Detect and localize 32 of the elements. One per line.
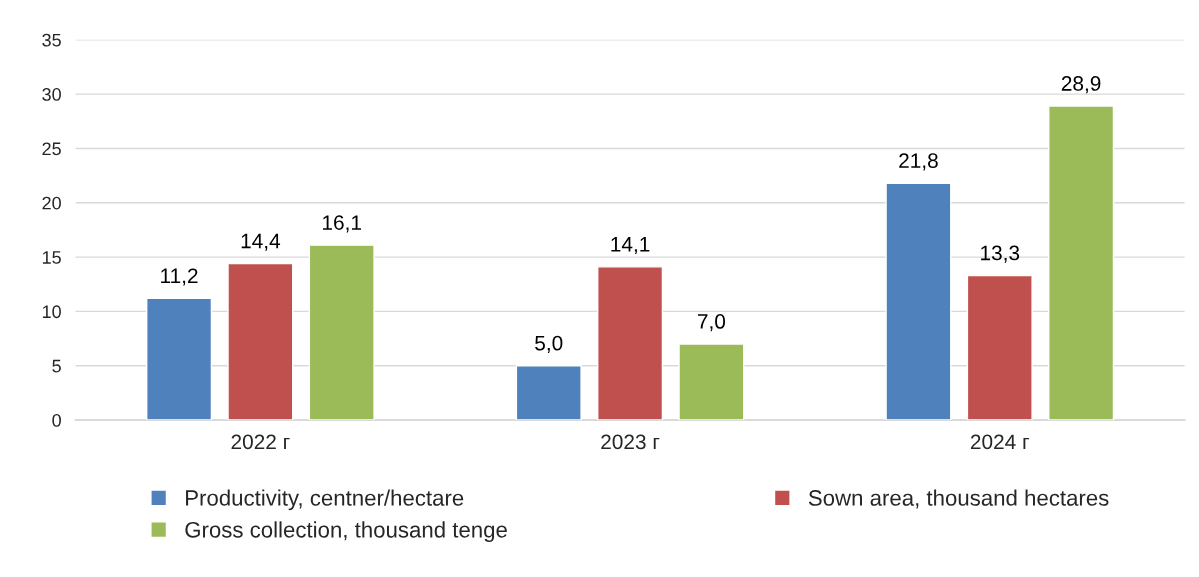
bar <box>1048 105 1115 421</box>
bar <box>515 365 582 421</box>
y-tick-label: 0 <box>52 413 61 427</box>
bar <box>146 297 213 421</box>
bar <box>597 266 664 421</box>
legend-label: Sown area, thousand hectares <box>808 489 1109 509</box>
data-label: 16,1 <box>323 215 361 233</box>
data-label: 13,3 <box>981 245 1020 263</box>
y-tick-label: 20 <box>42 196 61 210</box>
y-tick-label: 5 <box>52 359 61 373</box>
bar <box>966 274 1033 421</box>
y-tick-label: 30 <box>42 88 61 101</box>
y-tick-label: 35 <box>42 33 61 47</box>
legend-label: Gross collection, thousand tenge <box>185 521 507 543</box>
data-label: 21,8 <box>899 153 938 171</box>
y-tick-label: 10 <box>42 305 61 319</box>
bar <box>885 182 952 421</box>
bar <box>308 244 375 421</box>
x-tick-label: 2024 г <box>970 434 1030 450</box>
x-tick-label: 2023 г <box>601 434 660 450</box>
data-label: 14,1 <box>611 237 650 255</box>
x-tick-label: 2022 г <box>231 434 290 450</box>
y-tick-label: 25 <box>42 142 61 156</box>
legend-label: Productivity, centner/hectare <box>186 489 464 511</box>
data-label: 11,2 <box>161 268 198 286</box>
bar <box>227 262 294 421</box>
data-label: 14,4 <box>241 233 281 251</box>
data-label: 28,9 <box>1061 76 1101 94</box>
data-label: 7,0 <box>698 314 726 332</box>
y-tick-label: 15 <box>42 251 61 264</box>
bar <box>678 343 745 421</box>
data-label: 5,0 <box>535 335 563 353</box>
